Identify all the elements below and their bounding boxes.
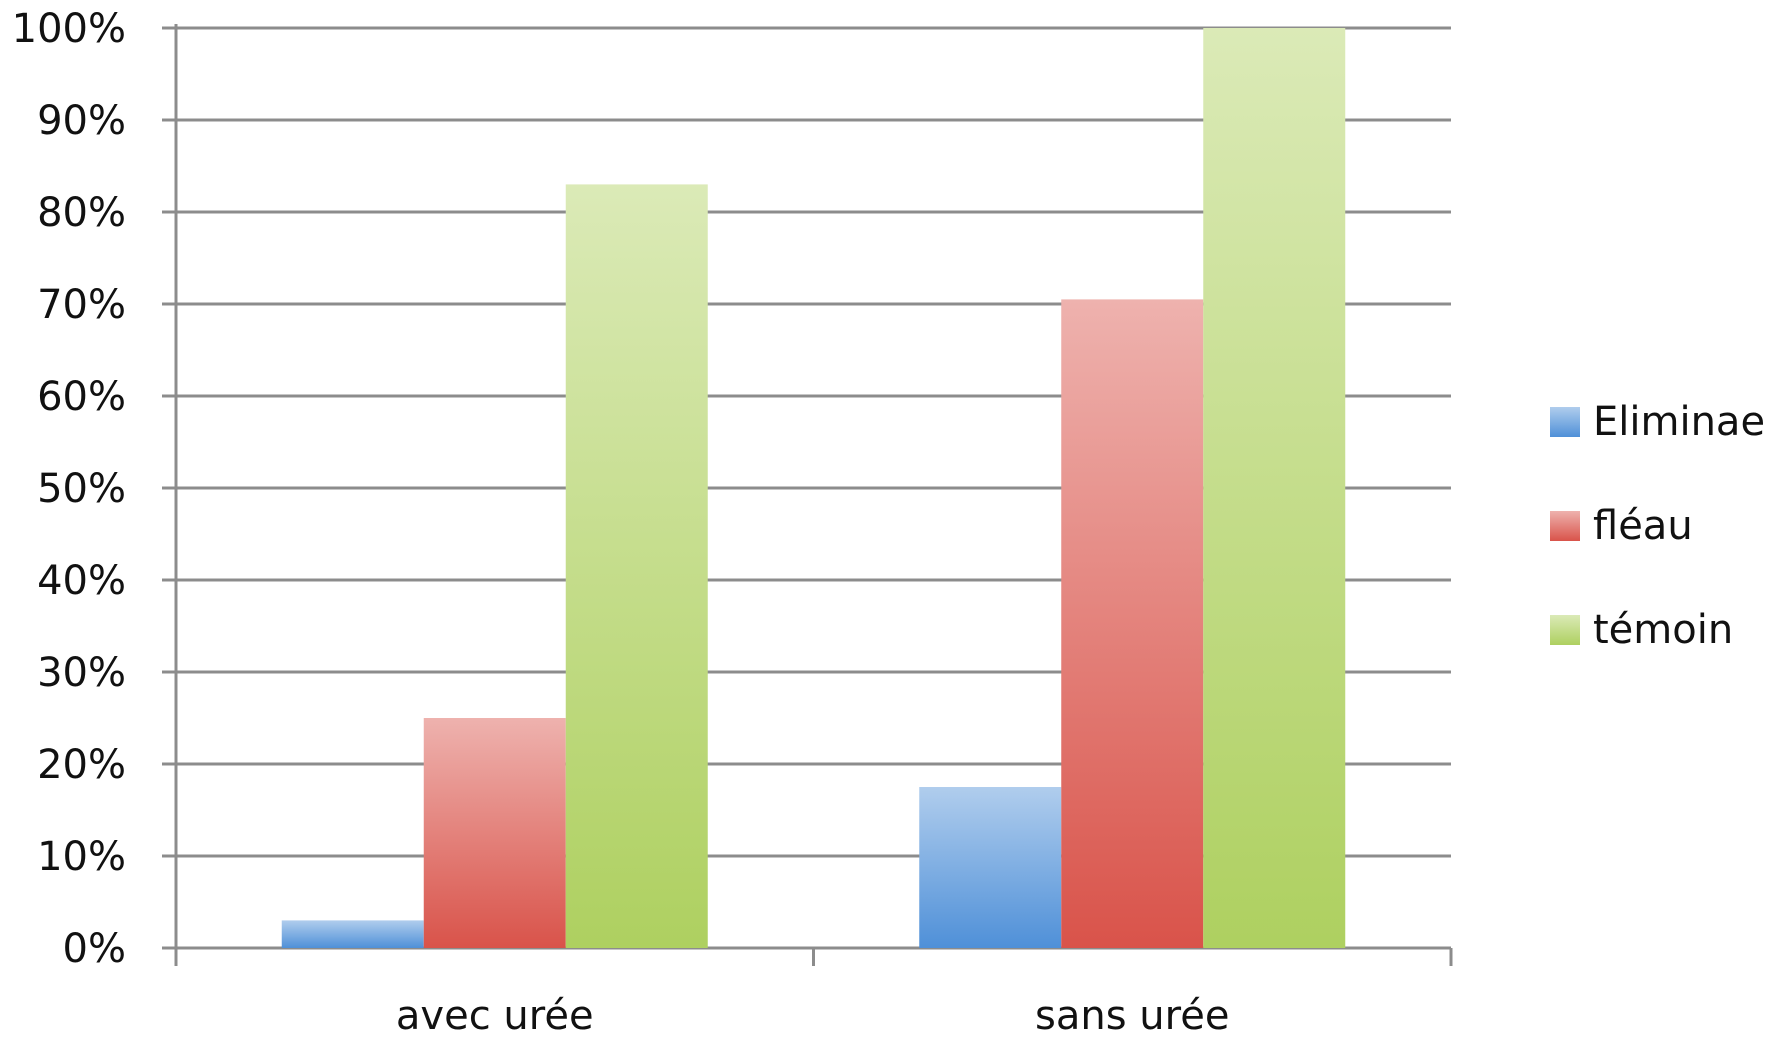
- y-tick-label: 90%: [37, 98, 126, 144]
- y-tick-label: 60%: [37, 374, 126, 420]
- x-tick-label: sans urée: [1035, 993, 1229, 1039]
- y-tick-label: 80%: [37, 190, 126, 236]
- y-tick-label: 20%: [37, 742, 126, 788]
- y-tick-label: 0%: [63, 926, 126, 972]
- legend-swatch: [1550, 511, 1580, 541]
- legend-swatch: [1550, 615, 1580, 645]
- y-tick-label: 30%: [37, 650, 126, 696]
- bar: [919, 787, 1062, 948]
- y-tick-label: 70%: [37, 282, 126, 328]
- bar: [565, 184, 708, 948]
- legend-swatch: [1550, 407, 1580, 437]
- legend-label: fléau: [1593, 503, 1693, 549]
- bar: [281, 920, 424, 948]
- legend-label: Eliminae: [1593, 399, 1765, 445]
- x-tick-label: avec urée: [396, 993, 594, 1039]
- y-tick-label: 100%: [12, 6, 126, 52]
- bar: [1061, 299, 1204, 948]
- y-tick-label: 10%: [37, 834, 126, 880]
- y-tick-label: 50%: [37, 466, 126, 512]
- bar: [1203, 28, 1346, 948]
- bar: [423, 718, 566, 948]
- legend-label: témoin: [1593, 607, 1733, 653]
- y-tick-label: 40%: [37, 558, 126, 604]
